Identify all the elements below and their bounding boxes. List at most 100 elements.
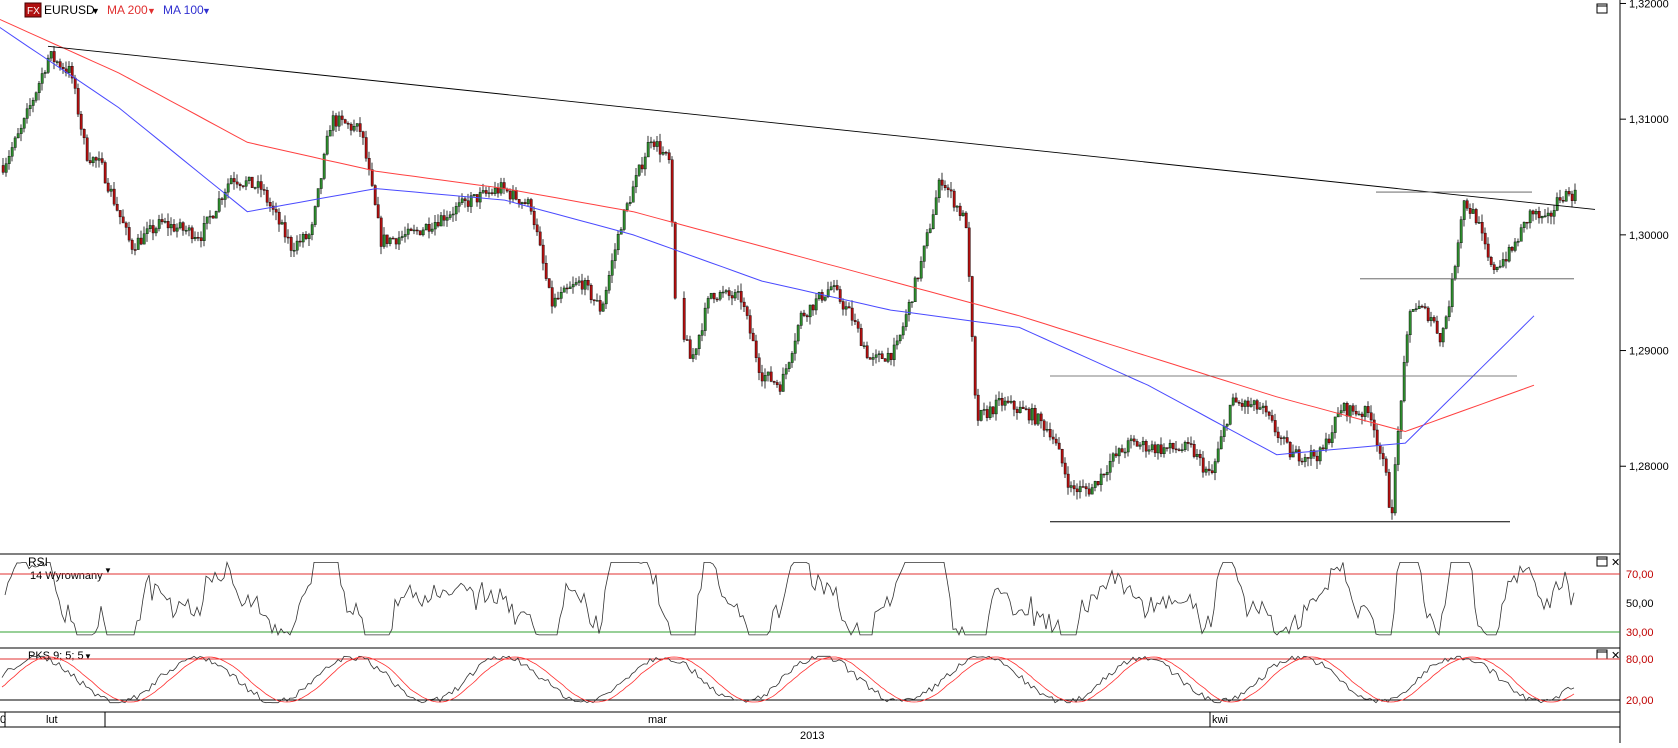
candle xyxy=(169,217,173,236)
candle xyxy=(1402,355,1406,403)
ma200-dropdown-icon[interactable]: ▼ xyxy=(147,6,156,16)
candle xyxy=(1285,430,1289,444)
stoch-maximize-button[interactable] xyxy=(1596,649,1608,660)
candle xyxy=(904,309,908,331)
candle xyxy=(1333,416,1337,439)
candle xyxy=(613,243,617,269)
rsi-close-icon[interactable]: ✕ xyxy=(1611,557,1620,569)
candle xyxy=(412,224,416,235)
candle xyxy=(823,296,827,302)
candle xyxy=(664,150,668,156)
candle xyxy=(706,296,710,314)
candle xyxy=(907,299,911,322)
candle xyxy=(880,350,884,360)
candle xyxy=(1228,404,1232,426)
candle xyxy=(319,178,323,195)
candle xyxy=(1003,396,1007,411)
candle xyxy=(583,277,587,296)
candle xyxy=(1138,442,1142,450)
candle xyxy=(538,226,542,247)
candle xyxy=(1084,483,1088,497)
candle xyxy=(1525,221,1529,230)
candle xyxy=(1573,183,1577,204)
candle xyxy=(421,227,425,237)
candle xyxy=(1054,433,1058,446)
candle xyxy=(10,141,14,162)
candle xyxy=(1429,311,1433,327)
candle xyxy=(1324,432,1328,453)
candle xyxy=(817,291,821,301)
candle xyxy=(787,361,791,372)
rsi-subtitle[interactable]: 14 Wyrownany xyxy=(30,570,103,582)
candle xyxy=(1399,400,1403,440)
candle xyxy=(688,335,692,359)
rsi-dropdown-icon[interactable]: ▼ xyxy=(104,566,112,575)
candle xyxy=(577,276,581,287)
candle xyxy=(445,210,449,227)
candle xyxy=(931,209,935,230)
candle xyxy=(184,225,188,235)
candle xyxy=(628,196,632,207)
candle xyxy=(667,149,671,164)
candle xyxy=(796,324,800,345)
candle xyxy=(175,223,179,238)
candle xyxy=(121,209,125,224)
ma200-label[interactable]: MA 200 xyxy=(107,3,148,17)
trendline-resistance[interactable] xyxy=(47,45,1596,210)
svg-text:50,00: 50,00 xyxy=(1626,598,1654,610)
candle xyxy=(619,227,623,235)
candle xyxy=(529,197,533,215)
ma200-line xyxy=(0,18,1535,433)
candle xyxy=(871,352,875,366)
candle xyxy=(1408,309,1412,343)
candle xyxy=(424,223,428,231)
price-tick: 1,31000 xyxy=(1620,114,1669,126)
symbol-dropdown-icon[interactable]: ▼ xyxy=(91,6,100,16)
candle xyxy=(1549,210,1553,225)
candle xyxy=(1060,448,1064,467)
candle xyxy=(808,304,812,325)
main-maximize-button[interactable] xyxy=(1596,3,1608,14)
stoch-close-icon[interactable]: ✕ xyxy=(1611,650,1620,662)
candle xyxy=(247,176,251,185)
candle xyxy=(1510,246,1514,253)
stoch-dropdown-icon[interactable]: ▼ xyxy=(84,652,92,661)
candle xyxy=(1045,421,1049,433)
candle xyxy=(1453,264,1457,281)
symbol-label[interactable]: EURUSD xyxy=(44,3,95,17)
candle xyxy=(958,202,962,221)
rsi-level-label-50: 50,00 xyxy=(1622,596,1676,610)
symbol-badge[interactable]: FX xyxy=(24,2,42,18)
candle xyxy=(463,196,467,208)
candle xyxy=(592,299,596,306)
candle xyxy=(1066,466,1070,495)
rsi-maximize-button[interactable] xyxy=(1596,556,1608,567)
ma100-dropdown-icon[interactable]: ▼ xyxy=(202,6,211,16)
rsi-level-label-70: 70,00 xyxy=(1622,567,1676,581)
candle xyxy=(112,181,116,207)
candle xyxy=(820,289,824,303)
candle xyxy=(1033,404,1037,426)
candle xyxy=(526,197,530,207)
candle xyxy=(1177,447,1181,452)
candle xyxy=(901,322,905,340)
candle xyxy=(1516,238,1520,247)
candle xyxy=(514,187,518,201)
rsi-title: RSI xyxy=(28,555,48,569)
ma100-label[interactable]: MA 100 xyxy=(163,3,204,17)
candle xyxy=(400,230,404,241)
candle xyxy=(970,275,974,342)
candle xyxy=(1558,189,1562,204)
candle xyxy=(1189,436,1193,448)
candle xyxy=(799,310,803,329)
candle xyxy=(511,185,515,203)
candle xyxy=(82,128,86,145)
candle xyxy=(862,341,866,349)
candle xyxy=(1096,480,1100,487)
candle xyxy=(1057,437,1061,450)
candle xyxy=(235,174,239,189)
candle xyxy=(727,287,731,301)
candle xyxy=(985,405,989,422)
candle xyxy=(295,235,299,255)
candle xyxy=(739,283,743,310)
